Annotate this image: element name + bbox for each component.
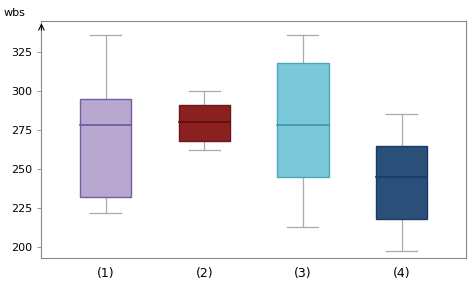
Text: wbs: wbs — [3, 8, 25, 18]
Bar — [277, 63, 328, 177]
Bar — [179, 105, 230, 141]
Bar — [376, 146, 427, 219]
Bar — [80, 99, 131, 197]
